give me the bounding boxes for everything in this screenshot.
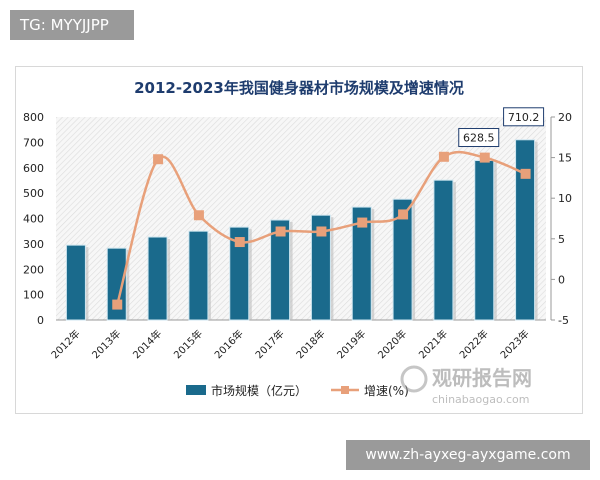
y-right-tick: 0 bbox=[558, 273, 565, 286]
data-label: 710.2 bbox=[508, 111, 540, 124]
bar bbox=[515, 139, 536, 321]
growth-marker bbox=[438, 151, 449, 162]
watermark: 观研报告网 chinabaogao.com bbox=[400, 365, 532, 406]
y-left-tick: 200 bbox=[23, 263, 44, 276]
bar bbox=[310, 214, 331, 321]
growth-marker bbox=[520, 168, 531, 179]
bar bbox=[65, 244, 86, 321]
legend-line-label: 增速(%) bbox=[364, 384, 409, 398]
legend-line-marker bbox=[341, 386, 349, 394]
growth-marker bbox=[153, 154, 164, 165]
plot-area bbox=[56, 117, 546, 320]
growth-marker bbox=[357, 217, 368, 228]
growth-marker bbox=[193, 210, 204, 221]
legend-bar-swatch bbox=[186, 385, 206, 395]
bar bbox=[270, 219, 291, 321]
x-tick-label: 2016年 bbox=[212, 327, 246, 361]
y-left-tick: 700 bbox=[23, 136, 44, 149]
bar bbox=[147, 236, 168, 321]
data-label-box bbox=[458, 128, 500, 148]
growth-marker bbox=[275, 226, 286, 237]
x-tick-label: 2021年 bbox=[416, 327, 450, 361]
svg-text:观研报告网: 观研报告网 bbox=[432, 366, 532, 390]
x-tick-label: 2020年 bbox=[375, 327, 409, 361]
legend: 市场规模（亿元） 增速(%) bbox=[186, 383, 409, 398]
y-left-tick: 300 bbox=[23, 238, 44, 251]
y-left-tick: 600 bbox=[23, 162, 44, 175]
y-left-tick: 100 bbox=[23, 289, 44, 302]
bar bbox=[351, 206, 372, 321]
y-right-tick: 15 bbox=[558, 152, 572, 165]
y-right-tick: 5 bbox=[558, 233, 565, 246]
x-tick-label: 2017年 bbox=[252, 327, 286, 361]
bar bbox=[392, 198, 413, 321]
growth-marker bbox=[316, 226, 327, 237]
bar bbox=[474, 160, 495, 321]
x-tick-label: 2013年 bbox=[89, 327, 123, 361]
y-left-tick: 0 bbox=[37, 314, 44, 327]
y-right-tick: 10 bbox=[558, 192, 572, 205]
bar bbox=[188, 230, 209, 321]
svg-text:chinabaogao.com: chinabaogao.com bbox=[432, 393, 530, 406]
bar bbox=[433, 179, 454, 321]
bar bbox=[229, 226, 250, 321]
chart-frame: 2012-2023年我国健身器材市场规模及增速情况 0 100 200 300 400 5… bbox=[15, 66, 583, 414]
x-tick-label: 2018年 bbox=[293, 327, 327, 361]
y-right-tick: 20 bbox=[558, 111, 572, 124]
y-right-tick: -5 bbox=[558, 314, 569, 327]
growth-marker bbox=[234, 237, 245, 248]
x-tick-label: 2023年 bbox=[497, 327, 531, 361]
tag-label: TG: MYYJJPP bbox=[10, 10, 134, 40]
x-tick-label: 2019年 bbox=[334, 327, 368, 361]
x-tick-label: 2015年 bbox=[171, 327, 205, 361]
chart-title: 2012-2023年我国健身器材市场规模及增速情况 bbox=[134, 79, 464, 97]
data-label: 628.5 bbox=[463, 132, 495, 145]
y-left-tick: 400 bbox=[23, 213, 44, 226]
footer-url: www.zh-ayxeg-ayxgame.com bbox=[346, 440, 590, 470]
growth-marker bbox=[112, 299, 123, 310]
y-left-tick: 500 bbox=[23, 187, 44, 200]
growth-marker bbox=[479, 152, 490, 163]
growth-line bbox=[116, 150, 527, 305]
y-left-tick: 800 bbox=[23, 111, 44, 124]
x-tick-label: 2014年 bbox=[130, 327, 164, 361]
x-tick-label: 2022年 bbox=[457, 327, 491, 361]
growth-marker bbox=[398, 209, 409, 220]
x-tick-label: 2012年 bbox=[48, 327, 82, 361]
data-label-box bbox=[503, 107, 545, 127]
legend-bar-label: 市场规模（亿元） bbox=[211, 383, 307, 398]
chart: 2012-2023年我国健身器材市场规模及增速情况 01002003004005… bbox=[23, 79, 572, 406]
